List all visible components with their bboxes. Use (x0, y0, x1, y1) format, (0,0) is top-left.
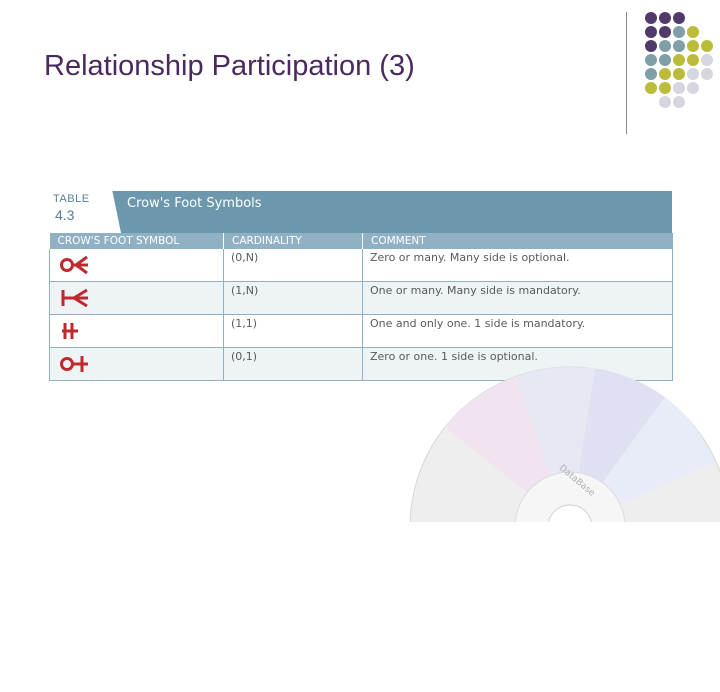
table-tab (49, 191, 121, 233)
table-title: Crow's Foot Symbols (127, 196, 262, 211)
table-banner: TABLE 4.3 Crow's Foot Symbols (49, 191, 672, 233)
decor-dot (701, 40, 713, 52)
table-row: (0,N) Zero or many. Many side is optiona… (49, 249, 673, 282)
decor-dot (673, 82, 685, 94)
zero-or-one-crows-foot-icon (60, 356, 88, 372)
cd-disc-icon (409, 366, 720, 522)
table-row: (1,N) One or many. Many side is mandator… (49, 281, 673, 315)
comment-cell: Zero or many. Many side is optional. (362, 249, 673, 282)
decor-dot (673, 12, 685, 24)
table-tab-word: TABLE (53, 193, 90, 205)
cardinality-cell: (0,N) (223, 249, 363, 282)
symbol-cell (49, 249, 224, 282)
column-header: COMMENT (362, 233, 673, 249)
decor-dot (673, 26, 685, 38)
title-divider (626, 12, 627, 134)
table-row: (0,1) Zero or one. 1 side is optional. (49, 347, 673, 381)
comment-cell: One or many. Many side is mandatory. (362, 281, 673, 315)
cardinality-cell: (1,N) (223, 281, 363, 315)
symbol-cell (49, 281, 224, 315)
table-header-row: CROW'S FOOT SYMBOL CARDINALITY COMMENT (49, 233, 673, 249)
comment-cell: One and only one. 1 side is mandatory. (362, 314, 673, 348)
decor-dot (645, 12, 657, 24)
decor-dot (645, 68, 657, 80)
one-or-many-crows-foot-icon (61, 288, 88, 308)
decor-dot (659, 68, 671, 80)
decor-dot (687, 40, 699, 52)
table-row: (1,1) One and only one. 1 side is mandat… (49, 314, 673, 348)
decor-dot (659, 12, 671, 24)
symbol-cell (49, 314, 224, 348)
decor-dot (673, 68, 685, 80)
cardinality-cell: (0,1) (223, 347, 363, 381)
decor-dot (659, 82, 671, 94)
zero-or-many-crows-foot-icon (60, 255, 88, 275)
decor-dot (659, 54, 671, 66)
column-header: CARDINALITY (223, 233, 363, 249)
decor-dot (659, 40, 671, 52)
decor-dot (673, 54, 685, 66)
symbols-table: CROW'S FOOT SYMBOL CARDINALITY COMMENT (… (49, 233, 673, 381)
decor-dot (687, 68, 699, 80)
decor-dot (659, 26, 671, 38)
page-title: Relationship Participation (3) (44, 50, 415, 82)
decor-dot (687, 54, 699, 66)
symbol-cell (49, 347, 224, 381)
one-and-only-one-crows-foot-icon (62, 323, 78, 339)
decor-dot (659, 96, 671, 108)
decor-dot (645, 54, 657, 66)
decor-dot (673, 96, 685, 108)
decor-dot (687, 82, 699, 94)
crows-foot-table: TABLE 4.3 Crow's Foot Symbols CROW'S FOO… (49, 191, 673, 381)
decor-dot (673, 40, 685, 52)
table-number: 4.3 (55, 207, 75, 223)
decor-dot (645, 82, 657, 94)
decor-dot (701, 68, 713, 80)
decor-dot (645, 26, 657, 38)
cardinality-cell: (1,1) (223, 314, 363, 348)
column-header: CROW'S FOOT SYMBOL (49, 233, 224, 249)
decor-dot (687, 26, 699, 38)
decor-dot (645, 40, 657, 52)
decor-dot (701, 54, 713, 66)
decorative-dot-grid (640, 12, 720, 118)
